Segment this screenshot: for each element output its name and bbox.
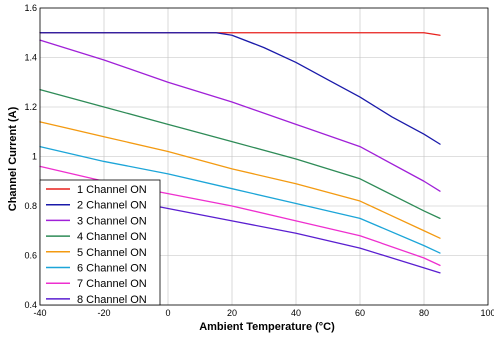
legend-entry-label: 1 Channel ON xyxy=(77,184,147,196)
x-tick-label: 100 xyxy=(480,308,494,318)
legend-entry-label: 6 Channel ON xyxy=(77,263,147,275)
legend-entry-label: 3 Channel ON xyxy=(77,215,147,227)
x-tick-label: -40 xyxy=(33,308,46,318)
y-tick-label: 1.2 xyxy=(24,102,37,112)
legend-box xyxy=(39,179,161,306)
y-tick-label: 0.4 xyxy=(24,300,37,310)
series-line xyxy=(39,32,441,145)
legend-entry-label: 8 Channel ON xyxy=(77,294,147,306)
legend-entry-label: 4 Channel ON xyxy=(77,231,147,243)
y-tick-label: 1.6 xyxy=(24,3,37,13)
y-axis-label: Channel Current (A) xyxy=(7,106,19,211)
x-tick-label: 60 xyxy=(355,308,365,318)
x-tick-label: 20 xyxy=(227,308,237,318)
y-tick-label: 0.6 xyxy=(24,251,37,261)
y-tick-label: 0.8 xyxy=(24,201,37,211)
series-line xyxy=(39,89,441,220)
series-line xyxy=(39,39,441,192)
series-line xyxy=(39,121,441,239)
tick-labels: -40 -20 0 20 40 60 80 100 0.4 0.6 0.8 1 1.2 1.4 1.6 xyxy=(24,3,494,318)
legend: 1 Channel ON 2 Channel ON 3 Channel ON 4 Ch… xyxy=(39,179,161,306)
x-tick-label: -20 xyxy=(97,308,110,318)
x-tick-label: 40 xyxy=(291,308,301,318)
y-tick-label: 1.4 xyxy=(24,53,37,63)
y-tick-label: 1 xyxy=(32,152,37,162)
x-axis-label: Ambient Temperature (°C) xyxy=(199,321,335,333)
x-tick-label: 80 xyxy=(419,308,429,318)
series-line xyxy=(39,145,441,254)
legend-entry-label: 7 Channel ON xyxy=(77,278,147,290)
x-tick-label: 0 xyxy=(165,308,170,318)
legend-entry-label: 2 Channel ON xyxy=(77,200,147,212)
legend-entry-label: 5 Channel ON xyxy=(77,247,147,259)
plot-frame xyxy=(39,7,489,306)
